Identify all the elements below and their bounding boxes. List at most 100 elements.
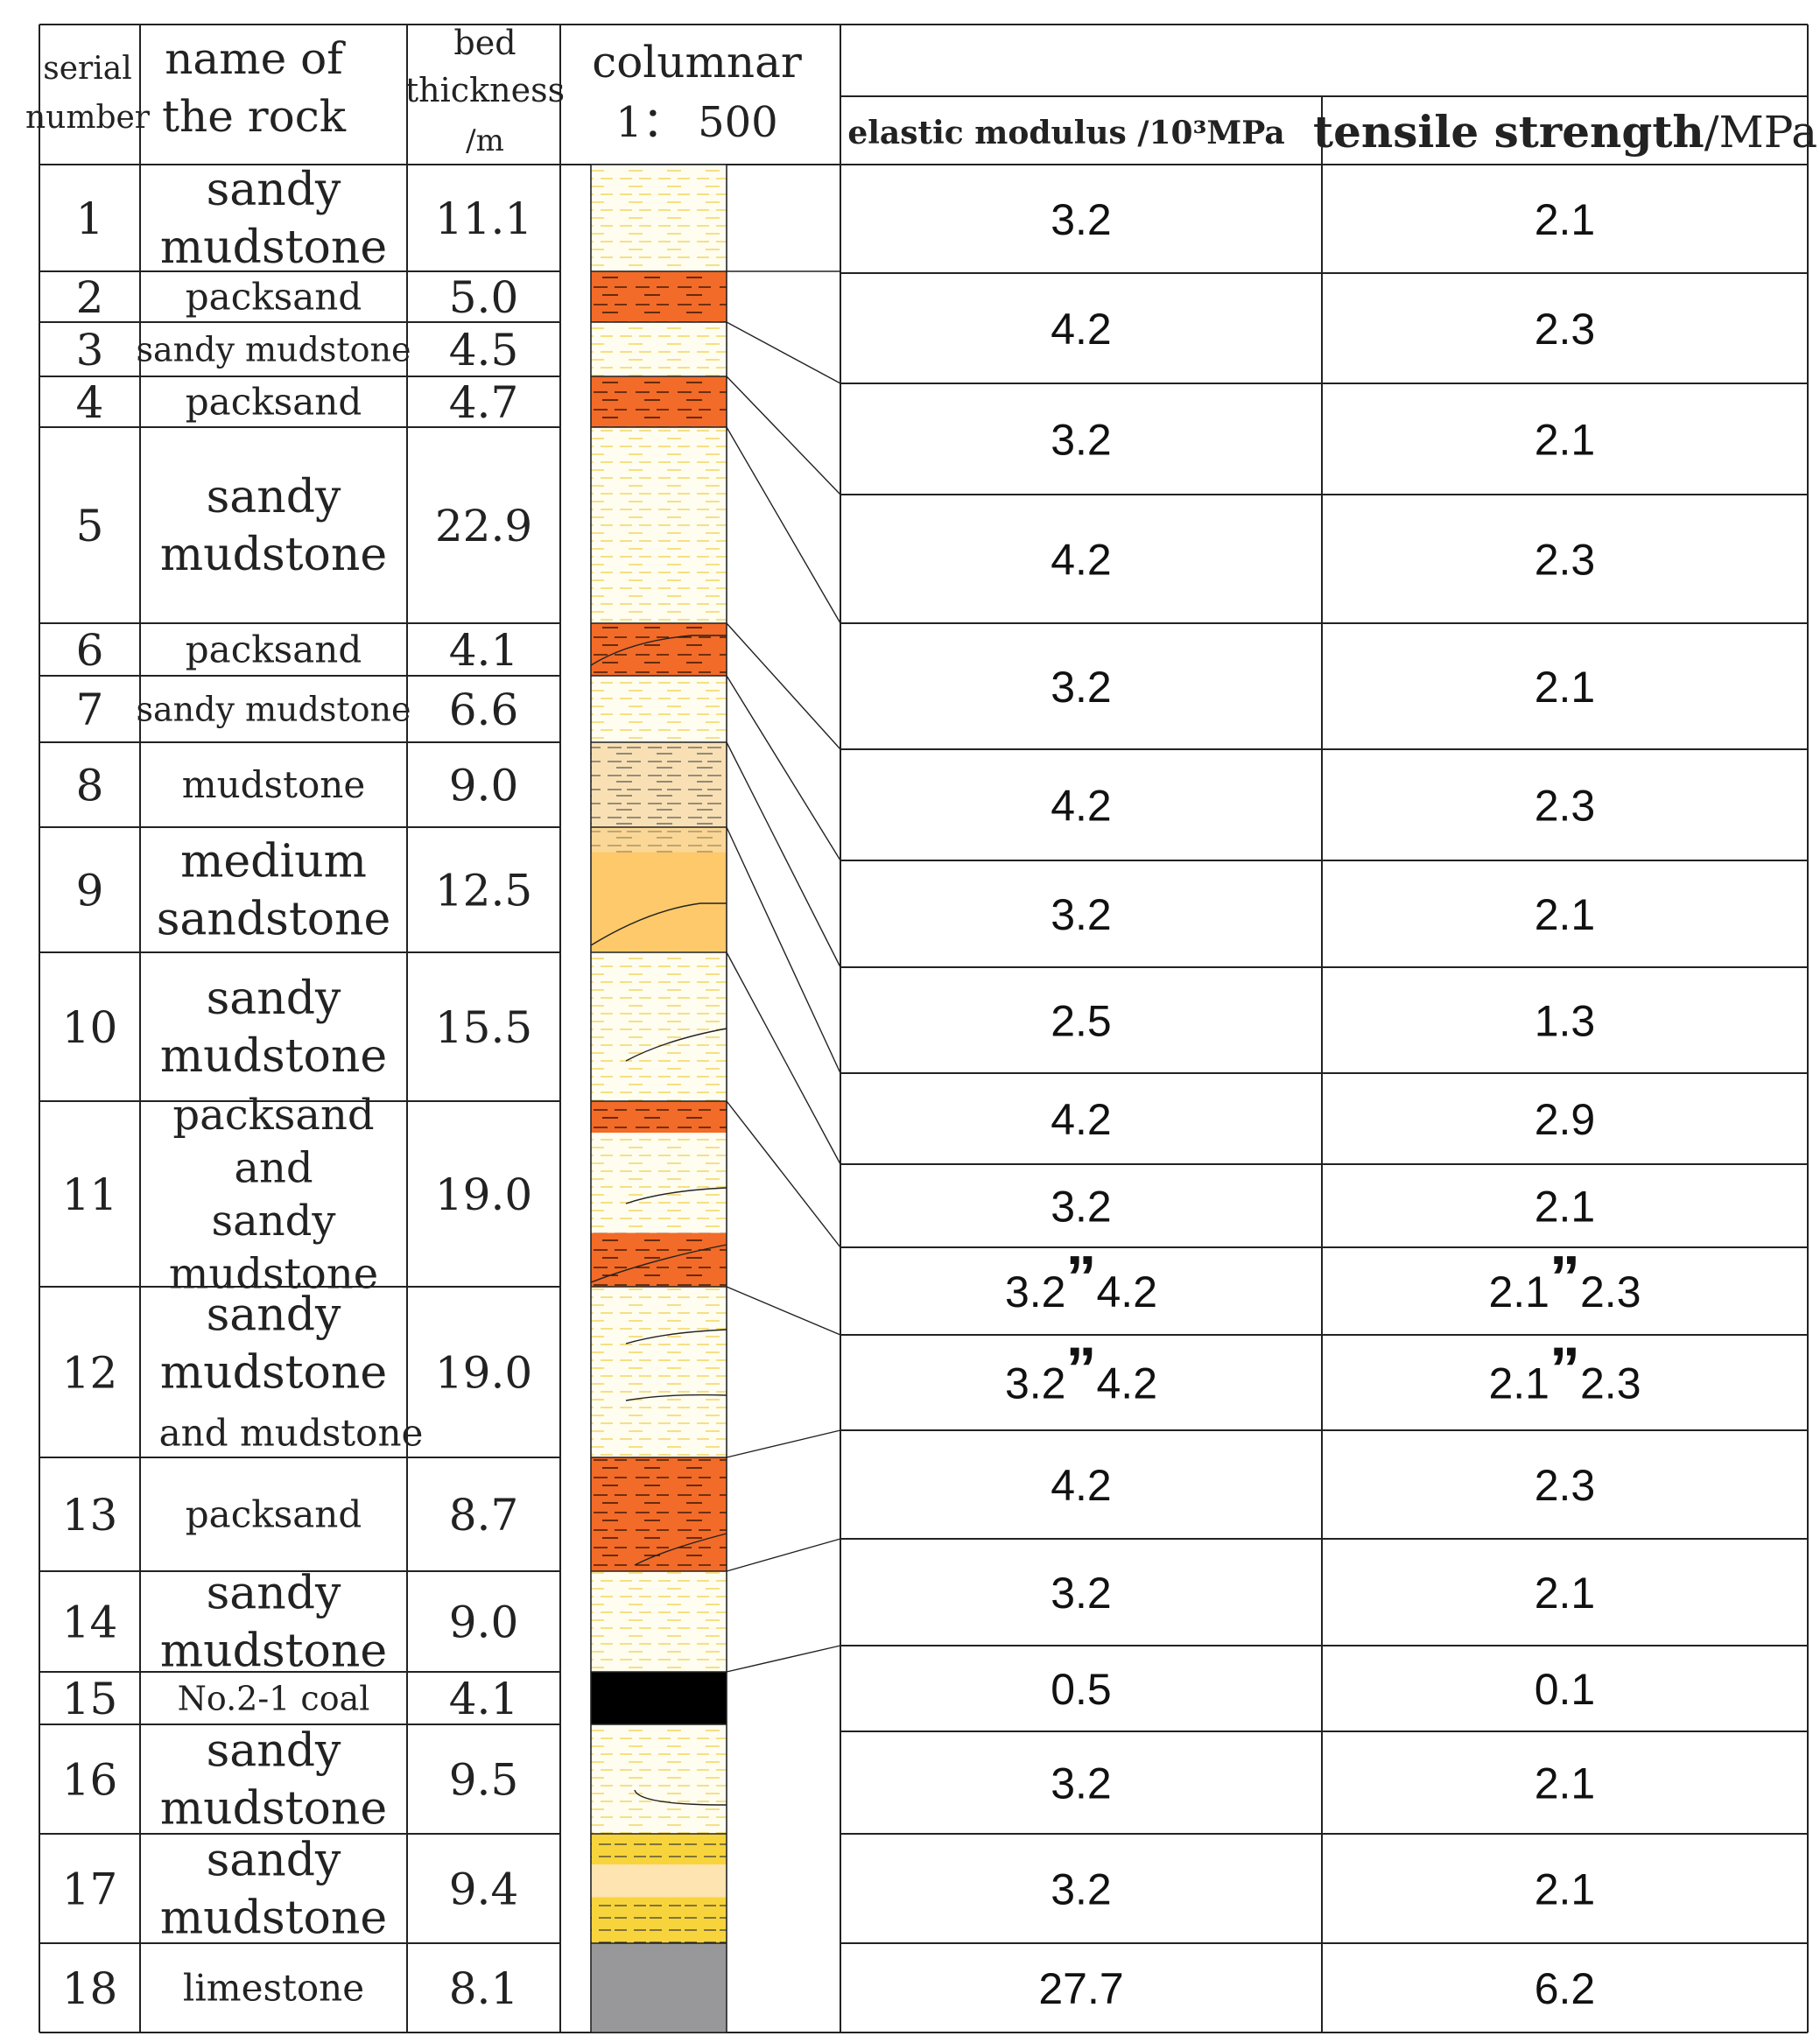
bed-thickness: 19.0 (435, 1348, 532, 1399)
rock-name: sandy (211, 1197, 335, 1246)
layer-row-15: 15 No.2-1 coal 4.1 (62, 1674, 519, 1724)
tensile-strength-value: 2.1 (1535, 663, 1596, 712)
elastic-modulus-value: 3.2 (1051, 1865, 1112, 1914)
property-row-3: 3.2 2.1 (1051, 416, 1595, 465)
property-row-17: 3.2 2.1 (1051, 1865, 1595, 1914)
property-row-9: 4.2 2.9 (1051, 1095, 1595, 1144)
elastic-modulus-value: 3.2 (1051, 1759, 1112, 1808)
property-row-4: 4.2 2.3 (1051, 536, 1595, 585)
layer-row-6: 6 packsand 4.1 (76, 625, 519, 676)
tensile-strength-value: 2.1 (1535, 1183, 1596, 1232)
elastic-modulus-value: 0.5 (1051, 1665, 1112, 1714)
layer-row-13: 13 packsand 8.7 (62, 1490, 519, 1541)
serial-number: 15 (62, 1674, 118, 1724)
fracture-trace (590, 635, 727, 666)
bed-thickness: 22.9 (435, 501, 532, 551)
bed-thickness: 9.5 (449, 1755, 519, 1806)
bed-thickness: 11.1 (435, 193, 532, 244)
rock-name: medium (180, 836, 367, 888)
serial-number: 11 (62, 1169, 118, 1220)
elastic-modulus-value: 3.2”4.2 (1005, 1335, 1157, 1408)
rock-name: packsand (172, 1091, 374, 1140)
rock-name: packsand (186, 276, 362, 319)
layer-row-4: 4 packsand 4.7 (76, 377, 519, 428)
rock-name: sandy (207, 164, 341, 216)
tensile-strength-value-part: 2.1 (1488, 1267, 1549, 1316)
elastic-modulus-value: 4.2 (1051, 305, 1112, 354)
rock-name: sandy (207, 972, 341, 1025)
tensile-strength-value: 0.1 (1535, 1665, 1596, 1714)
serial-number: 8 (76, 761, 104, 811)
serial-number: 7 (76, 685, 104, 735)
bed-thickness: 5.0 (449, 272, 519, 323)
elastic-modulus-value-part: 4.2 (1097, 1359, 1158, 1408)
elastic-modulus-value: 3.2”4.2 (1005, 1243, 1157, 1316)
elastic-modulus-value-part: 4.2 (1097, 1267, 1158, 1316)
serial-number: 5 (76, 501, 104, 551)
elastic-modulus-value: 3.2 (1051, 416, 1112, 465)
fracture-trace (590, 902, 727, 946)
rock-name: and (234, 1144, 313, 1193)
elastic-modulus-value: 3.2 (1051, 890, 1112, 939)
header-serial-line-1: serial (43, 51, 131, 87)
rock-name: sandy (207, 1835, 341, 1887)
serial-number: 14 (62, 1597, 118, 1648)
rock-name: mudstone (160, 1347, 387, 1400)
fracture-trace (634, 1789, 727, 1806)
bed-thickness: 9.0 (449, 1597, 519, 1648)
bed-thickness: 12.5 (435, 866, 532, 916)
rock-name: packsand (186, 628, 362, 671)
rock-name: mudstone (160, 1783, 387, 1836)
serial-number: 17 (62, 1864, 118, 1915)
column-layer-18 (591, 1942, 727, 2032)
serial-number: 13 (62, 1490, 118, 1541)
property-row-18: 27.7 6.2 (1038, 1964, 1595, 2013)
property-row-12: 3.2”4.2 2.1”2.3 (1005, 1335, 1641, 1408)
rock-name: packsand (186, 1493, 362, 1536)
rock-name: limestone (183, 1967, 364, 2010)
bed-thickness: 6.6 (449, 685, 519, 735)
header-tensile-strength-unit: /MPa (1704, 107, 1817, 158)
connector-line (726, 321, 841, 384)
column-layer-8 (591, 741, 727, 827)
header-elastic-modulus: elastic modulus /10³MPa (847, 115, 1284, 151)
bed-thickness: 9.4 (449, 1864, 519, 1915)
column-layer-1 (591, 164, 727, 271)
rock-name: mudstone (160, 221, 387, 274)
property-row-7: 3.2 2.1 (1051, 890, 1595, 939)
bed-thickness: 4.7 (449, 377, 519, 428)
rock-name: sandy mudstone (137, 690, 411, 728)
header-tensile-strength-label: tensile strength (1313, 106, 1704, 158)
fracture-trace (625, 1329, 727, 1344)
layer-row-9: 9 medium sandstone 12.5 (76, 836, 533, 946)
elastic-modulus-value: 4.2 (1051, 536, 1112, 585)
elastic-modulus-value: 4.2 (1051, 1461, 1112, 1510)
tensile-strength-value: 2.3 (1535, 536, 1596, 585)
layer-row-3: 3 sandy mudstone 4.5 (76, 325, 519, 376)
column-layer-11 (591, 1100, 727, 1287)
bed-thickness: 19.0 (435, 1169, 532, 1220)
rock-name: sandy mudstone (137, 330, 411, 369)
layer-row-2: 2 packsand 5.0 (76, 272, 519, 323)
connector-line (726, 951, 841, 1165)
elastic-modulus-value-part: ” (1066, 1335, 1097, 1403)
header-thickness-line-2: thickness (405, 71, 565, 109)
serial-number: 3 (76, 325, 104, 376)
header-thickness-line-3: /m (466, 123, 504, 158)
elastic-modulus-value: 27.7 (1038, 1964, 1123, 2013)
property-row-1: 3.2 2.1 (1051, 195, 1595, 244)
fracture-trace (625, 1028, 727, 1062)
column-layer-14 (591, 1570, 727, 1672)
rock-name: sandstone (157, 894, 391, 946)
header-thickness-line-1: bed (453, 24, 516, 62)
layer-row-5: 5 sandy mudstone 22.9 (76, 471, 533, 581)
fracture-trace (625, 1187, 727, 1204)
property-row-11: 3.2”4.2 2.1”2.3 (1005, 1243, 1641, 1316)
column-layer-10 (591, 951, 727, 1101)
